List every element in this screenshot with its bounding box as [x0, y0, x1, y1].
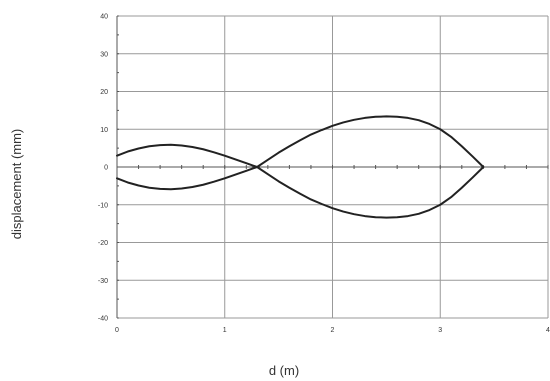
- y-tick-label: -40: [98, 316, 108, 323]
- y-tick-label: -20: [98, 240, 108, 247]
- y-tick-label: 40: [100, 14, 108, 21]
- y-tick-label: -30: [98, 278, 108, 285]
- x-tick-label: 4: [546, 327, 550, 334]
- axes: [116, 15, 549, 319]
- tick-labels: -40 -30 -20 -10 0 10 20 30 40 0 1 2 3 4: [98, 14, 550, 335]
- x-tick-label: 3: [438, 327, 442, 334]
- x-axis-title: d (m): [269, 363, 299, 378]
- y-tick-label: -10: [98, 202, 108, 209]
- x-tick-label: 2: [331, 327, 335, 334]
- plot-series: [116, 115, 485, 219]
- y-tick-label: 0: [104, 165, 108, 172]
- x-tick-label: 1: [223, 327, 227, 334]
- series-line-2: [116, 115, 485, 191]
- series-line-1: [116, 143, 485, 219]
- y-tick-label: 30: [100, 51, 108, 58]
- y-tick-label: 10: [100, 127, 108, 134]
- y-axis-title: displacement (mm): [9, 129, 24, 240]
- x-tick-label: 0: [115, 327, 119, 334]
- y-tick-label: 20: [100, 89, 108, 96]
